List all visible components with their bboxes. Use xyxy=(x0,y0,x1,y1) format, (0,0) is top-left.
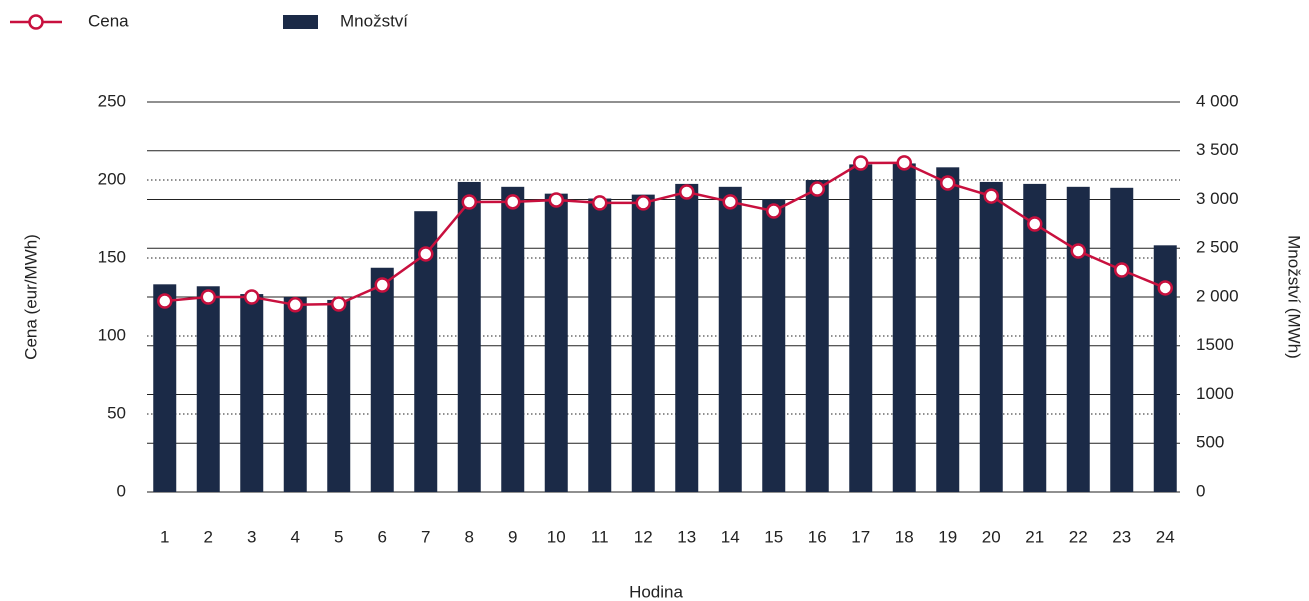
bar xyxy=(1023,183,1047,492)
x-tick-label: 10 xyxy=(547,527,566,546)
point xyxy=(722,194,738,210)
bar xyxy=(675,183,699,492)
point xyxy=(896,155,912,171)
x-tick-label: 5 xyxy=(334,527,343,546)
bar xyxy=(544,193,568,492)
bar xyxy=(979,181,1003,492)
bar xyxy=(718,186,742,492)
x-tick-label: 9 xyxy=(508,527,517,546)
bar xyxy=(1110,187,1134,493)
x-tick-label: 6 xyxy=(378,527,387,546)
point xyxy=(331,296,347,312)
point xyxy=(635,195,651,211)
y2-axis-title: Množství (MWh) xyxy=(1285,235,1304,359)
x-tick-label: 23 xyxy=(1112,527,1131,546)
x-tick-label: 16 xyxy=(808,527,827,546)
bar xyxy=(1066,186,1090,492)
line xyxy=(164,161,1166,307)
point xyxy=(679,184,695,200)
point xyxy=(461,194,477,210)
y2-tick-label: 0 xyxy=(1196,481,1205,500)
x-tick-label: 17 xyxy=(851,527,870,546)
x-tick-label: 15 xyxy=(764,527,783,546)
y-tick-label: 250 xyxy=(98,91,126,110)
x-tick-label: 3 xyxy=(247,527,256,546)
y2-tick-label: 2 500 xyxy=(1196,238,1239,257)
bar xyxy=(849,164,873,492)
bar xyxy=(196,286,220,492)
point xyxy=(418,246,434,262)
bar xyxy=(283,297,307,492)
y-tick-label: 50 xyxy=(107,403,126,422)
bar xyxy=(805,180,829,492)
bar xyxy=(153,284,177,492)
legend-label: Množství xyxy=(340,11,408,30)
bar xyxy=(1153,245,1177,492)
x-tick-label: 22 xyxy=(1069,527,1088,546)
point xyxy=(548,192,564,208)
y-tick-label: 150 xyxy=(98,247,126,266)
y2-tick-label: 3 500 xyxy=(1196,140,1239,159)
bar xyxy=(762,199,786,492)
x-tick-label: 1 xyxy=(160,527,169,546)
bar xyxy=(501,186,525,492)
y-axis-title: Cena (eur/MWh) xyxy=(21,234,40,360)
y-tick-label: 0 xyxy=(117,481,126,500)
y2-tick-label: 3 000 xyxy=(1196,189,1239,208)
point xyxy=(1157,280,1173,296)
point xyxy=(1027,216,1043,232)
x-tick-label: 19 xyxy=(938,527,957,546)
point xyxy=(200,289,216,305)
point xyxy=(1114,262,1130,278)
point xyxy=(1070,243,1086,259)
point xyxy=(983,188,999,204)
point xyxy=(853,155,869,171)
point xyxy=(157,293,173,309)
point xyxy=(244,289,260,305)
y2-tick-label: 2 000 xyxy=(1196,286,1239,305)
y2-tick-label: 1500 xyxy=(1196,335,1234,354)
point xyxy=(374,277,390,293)
point xyxy=(766,203,782,219)
x-tick-label: 7 xyxy=(421,527,430,546)
bar xyxy=(631,194,655,492)
x-tick-label: 18 xyxy=(895,527,914,546)
bar xyxy=(936,167,960,492)
x-tick-label: 24 xyxy=(1156,527,1175,546)
y-tick-label: 100 xyxy=(98,325,126,344)
x-tick-label: 11 xyxy=(591,527,609,546)
bar xyxy=(327,299,351,492)
bar xyxy=(892,163,916,493)
x-tick-label: 2 xyxy=(204,527,213,546)
x-tick-label: 14 xyxy=(721,527,740,546)
x-tick-label: 21 xyxy=(1025,527,1044,546)
bar xyxy=(370,267,394,492)
bar xyxy=(588,198,612,492)
x-tick-label: 4 xyxy=(291,527,300,546)
legend-label: Cena xyxy=(88,11,129,30)
bar xyxy=(240,294,264,492)
y-tick-label: 200 xyxy=(98,169,126,188)
bar xyxy=(457,181,481,492)
point xyxy=(287,297,303,313)
y2-tick-label: 1000 xyxy=(1196,384,1234,403)
y2-tick-label: 500 xyxy=(1196,433,1224,452)
x-axis-title: Hodina xyxy=(629,582,683,601)
x-tick-label: 8 xyxy=(465,527,474,546)
bar xyxy=(414,211,438,492)
point xyxy=(940,175,956,191)
point xyxy=(592,195,608,211)
legend-swatch xyxy=(283,15,318,29)
x-tick-label: 20 xyxy=(982,527,1001,546)
point xyxy=(809,181,825,197)
x-tick-label: 12 xyxy=(634,527,653,546)
x-tick-label: 13 xyxy=(677,527,696,546)
legend-point xyxy=(28,14,44,30)
y2-tick-label: 4 000 xyxy=(1196,91,1239,110)
point xyxy=(505,194,521,210)
